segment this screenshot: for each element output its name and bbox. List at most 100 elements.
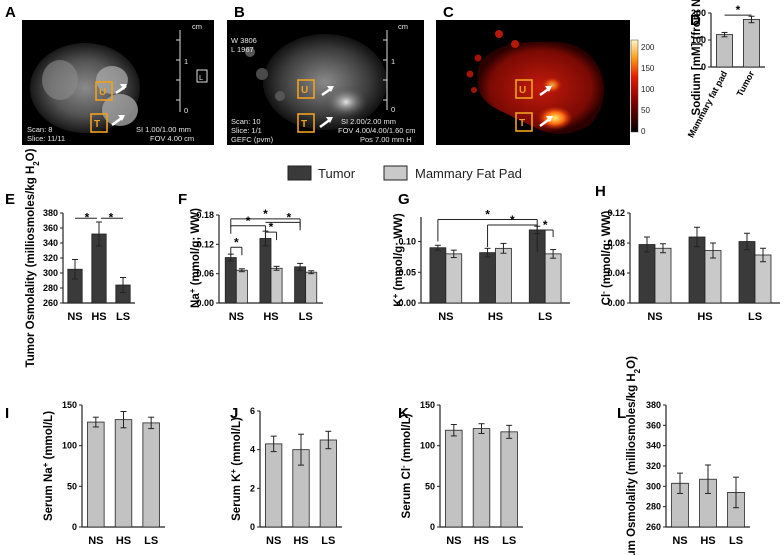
y-tick-label: 0.18 (196, 210, 214, 220)
colorbar-tick: 200 (641, 43, 655, 52)
window-b: W 3806 (231, 36, 257, 45)
bar-tumor (638, 244, 656, 304)
panel-label-l: L (617, 405, 626, 422)
colorbar-tick: 100 (641, 85, 655, 94)
mri-a-anatomy (42, 60, 78, 100)
bar-tumor (738, 241, 756, 304)
ruler-b-1: 1 (391, 57, 395, 66)
y-tick-label: 100 (420, 441, 435, 451)
mri-c-blob (495, 30, 503, 38)
arrow-icon (118, 115, 125, 121)
t-marker-label: T (94, 119, 100, 130)
u-marker-label: U (99, 87, 106, 98)
mri-b-blob (275, 91, 285, 101)
significance-marker: * (736, 3, 741, 17)
x-tick-label: Tumor (735, 69, 757, 98)
panel-label-c: C (443, 4, 454, 21)
y-tick-label: 0.06 (196, 269, 214, 279)
ruler-b-0: 0 (391, 105, 395, 114)
arrow-icon (120, 84, 127, 90)
mri-c-blob (511, 40, 519, 48)
y-tick-label: 100 (62, 441, 77, 451)
panel-label-a: A (5, 4, 16, 21)
bar-tumor (429, 247, 447, 304)
bar (716, 34, 734, 68)
panel-label-f: F (178, 191, 187, 208)
y-tick-label: 320 (646, 461, 661, 471)
bar-fat-pad (235, 269, 248, 304)
y-tick-label: 0.00 (607, 298, 625, 308)
bar (319, 439, 337, 528)
x-tick-label: NS (67, 311, 82, 323)
chart-panel-e: 260 280 300 320 340 360 380 E Tumor Osmolality (… (5, 148, 135, 367)
y-tick-label: 0.08 (607, 238, 625, 248)
bar-fat-pad (270, 267, 283, 304)
y-tick-label: 260 (646, 522, 661, 532)
x-tick-label: HS (700, 535, 715, 547)
ruler-b-unit: cm (398, 22, 408, 31)
x-tick-label: NS (438, 311, 453, 323)
legend-swatch-fat-pad (383, 165, 408, 181)
t-marker-label: T (519, 118, 525, 129)
u-marker-box (515, 79, 533, 99)
orientation-a: L (199, 73, 203, 82)
y-tick-label: 280 (43, 283, 58, 293)
y-tick-label: 200 (691, 8, 706, 18)
bar (114, 419, 133, 528)
mri-c-blob (466, 70, 474, 78)
y-tick-label: 0.00 (196, 298, 214, 308)
bar (743, 19, 761, 68)
bar-fat-pad (544, 253, 562, 304)
y-tick-label: 0.10 (398, 237, 416, 247)
ruler-a-0: 0 (184, 106, 188, 115)
y-tick-label: 0.00 (398, 298, 416, 308)
panel-label-b: B (234, 4, 245, 21)
x-tick-label: HS (116, 535, 131, 547)
bar-fat-pad (654, 247, 672, 304)
y-tick-label: 260 (43, 298, 58, 308)
mri-c-blob (471, 87, 477, 93)
x-tick-label: HS (697, 311, 712, 323)
y-tick-label: 0.12 (196, 239, 214, 249)
significance-marker: * (85, 210, 90, 224)
x-tick-label: HS (488, 311, 503, 323)
y-tick-label: 360 (43, 223, 58, 233)
mri-b-blob (245, 47, 255, 57)
significance-marker: * (234, 235, 239, 249)
panel-label-d: D (690, 12, 701, 29)
x-tick-label: LS (729, 535, 743, 547)
u-marker-box (95, 81, 113, 101)
legend-label-tumor: Tumor (318, 166, 356, 181)
arrow-icon (326, 117, 333, 123)
fov-b: FOV 4.00/4.00/1.60 cm (338, 126, 416, 135)
legend: Tumor Mammary Fat Pad (287, 165, 522, 181)
y-tick-label: 300 (43, 268, 58, 278)
panel-b-image: cm 1 0 W 3806 L 1967 Scan: 10 Slice: 1/1… (227, 20, 424, 145)
y-tick-label: 360 (646, 420, 661, 430)
mri-c-tumor-signal (537, 106, 573, 130)
y-tick-label: 380 (43, 208, 58, 218)
mri-b-blob (256, 68, 268, 80)
significance-marker: * (510, 213, 515, 227)
y-tick-label: 300 (646, 481, 661, 491)
y-tick-label: 0 (701, 62, 706, 72)
x-tick-label: HS (293, 535, 308, 547)
ruler-a-unit: cm (192, 22, 202, 31)
y-tick-label: 2 (250, 483, 255, 493)
ruler-a-1: 1 (184, 57, 188, 66)
y-tick-label: 380 (646, 400, 661, 410)
bar-fat-pad (445, 253, 463, 304)
y-tick-label: 0.05 (398, 267, 416, 277)
t-marker-box (90, 113, 108, 133)
bar (142, 422, 160, 528)
significance-marker: * (485, 207, 490, 221)
y-tick-label: 0 (430, 522, 435, 532)
legend-label-fat-pad: Mammary Fat Pad (415, 166, 522, 181)
x-tick-label: LS (116, 311, 130, 323)
y-tick-label: 0.12 (607, 208, 625, 218)
bar (445, 429, 463, 528)
level-b: L 1967 (231, 45, 254, 54)
